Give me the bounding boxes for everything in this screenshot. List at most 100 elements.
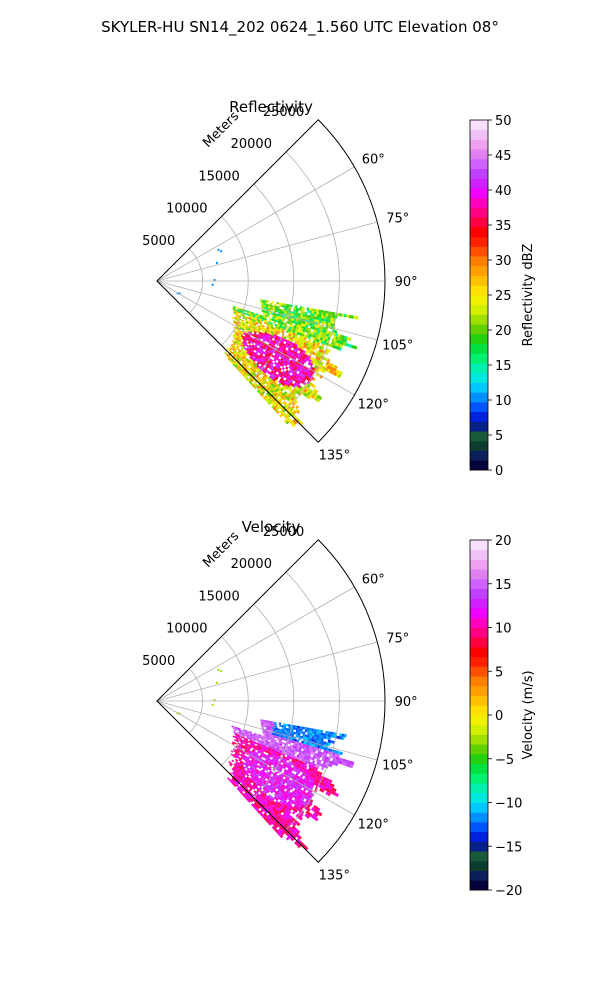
colorbar-segment	[470, 401, 488, 413]
colorbar-segment	[470, 226, 488, 238]
colorbar-tick-label: −15	[495, 840, 522, 855]
colorbar-tick-label: −10	[495, 797, 522, 812]
colorbar-tick-label: 30	[495, 254, 512, 269]
colorbar-segment	[470, 792, 488, 803]
colorbar-segment	[470, 627, 488, 638]
colorbar-segment	[470, 695, 488, 706]
colorbar-segment	[470, 324, 488, 335]
panel-title: Velocity	[242, 518, 301, 536]
azimuth-line	[156, 280, 355, 396]
colorbar-segment	[470, 831, 488, 842]
figure-title: SKYLER-HU SN14_202 0624_1.560 UTC Elevat…	[101, 18, 499, 37]
panel-velocity: Velocity500010000150002000025000Meters60…	[142, 518, 536, 899]
colorbar-segment	[470, 440, 488, 451]
colorbar-segment	[470, 666, 488, 677]
colorbar-segment	[470, 860, 488, 871]
colorbar-tick-label: 25	[495, 289, 512, 304]
colorbar-segment	[470, 363, 488, 374]
colorbar-segment	[470, 265, 488, 276]
colorbar-tick-label: −5	[495, 753, 514, 768]
colorbar-segment	[470, 598, 488, 609]
r-tick-label: 10000	[166, 622, 207, 637]
colorbar-tick-label: 20	[495, 534, 512, 549]
theta-tick-label: 135°	[319, 868, 350, 883]
colorbar-tick-label: −20	[495, 884, 522, 899]
colorbar-tick-label: 45	[495, 149, 512, 164]
panel-title: Reflectivity	[229, 98, 313, 116]
radar-field	[176, 668, 355, 851]
colorbar-segment	[470, 275, 488, 286]
colorbar: 0 5 10 15 20 25 30 35 40 45 50 Reflectivity dBZ	[469, 114, 536, 479]
colorbar-segment	[470, 559, 488, 570]
r-tick-label: 25000	[263, 105, 304, 120]
theta-tick-label: 75°	[386, 632, 409, 647]
colorbar-segment	[470, 549, 488, 560]
r-tick-label: 15000	[198, 589, 239, 604]
colorbar-segment	[470, 158, 488, 170]
r-tick-label: 20000	[231, 557, 272, 572]
colorbar-segment	[470, 450, 488, 461]
theta-tick-label: 120°	[358, 818, 389, 833]
azimuth-line	[156, 280, 378, 341]
colorbar-segment	[470, 295, 488, 306]
colorbar-segment	[470, 460, 488, 471]
colorbar-segment	[470, 372, 488, 383]
colorbar-segment	[470, 382, 488, 393]
colorbar-label: Velocity (m/s)	[521, 670, 536, 759]
colorbar-segment	[470, 608, 488, 619]
colorbar-tick-label: 20	[495, 324, 512, 339]
colorbar-segment	[470, 217, 488, 228]
colorbar-segment	[470, 734, 488, 745]
colorbar-segment	[470, 578, 488, 590]
colorbar-segment	[470, 744, 488, 755]
colorbar-segment	[470, 540, 488, 551]
colorbar-label: Reflectivity dBZ	[521, 244, 536, 347]
colorbar-segment	[470, 617, 488, 628]
colorbar-segment	[470, 343, 488, 354]
colorbar-segment	[470, 870, 488, 881]
theta-tick-label: 105°	[382, 758, 413, 773]
azimuth-line	[156, 700, 355, 816]
colorbar-segment	[470, 197, 488, 208]
colorbar-segment	[470, 588, 488, 599]
colorbar-segment	[470, 333, 488, 345]
colorbar-segment	[470, 783, 488, 794]
colorbar-segment	[470, 753, 488, 765]
colorbar-tick-label: 35	[495, 219, 512, 234]
colorbar-segment	[470, 637, 488, 648]
panel-reflectivity: Reflectivity500010000150002000025000Mete…	[142, 98, 536, 479]
colorbar-tick-label: 15	[495, 359, 512, 374]
colorbar-segment	[470, 802, 488, 813]
theta-tick-label: 90°	[395, 695, 418, 710]
colorbar-segment	[470, 304, 488, 315]
colorbar-segment	[470, 236, 488, 247]
colorbar-segment	[470, 178, 488, 189]
theta-tick-label: 60°	[362, 572, 385, 587]
colorbar-segment	[470, 773, 488, 784]
theta-tick-label: 60°	[362, 152, 385, 167]
azimuth-line	[156, 700, 378, 761]
sector-frame	[156, 539, 386, 863]
colorbar-segment	[470, 646, 488, 658]
colorbar-segment	[470, 763, 488, 774]
colorbar-segment	[470, 246, 488, 257]
colorbar-segment	[470, 705, 488, 716]
colorbar-tick-label: 0	[495, 709, 503, 724]
colorbar-segment	[470, 188, 488, 199]
sector-frame	[156, 119, 386, 443]
colorbar-segment	[470, 129, 488, 140]
theta-tick-label: 75°	[386, 212, 409, 227]
colorbar-tick-label: 5	[495, 665, 503, 680]
azimuth-line	[156, 586, 355, 702]
r-tick-label: 15000	[198, 169, 239, 184]
colorbar-segment	[470, 168, 488, 179]
colorbar-segment	[470, 841, 488, 852]
radar-field	[176, 248, 359, 428]
colorbar-segment	[470, 149, 488, 160]
colorbar-segment	[470, 411, 488, 422]
colorbar-segment	[470, 656, 488, 667]
colorbar-tick-label: 5	[495, 429, 503, 444]
theta-tick-label: 90°	[395, 275, 418, 290]
r-tick-label: 5000	[142, 234, 175, 249]
